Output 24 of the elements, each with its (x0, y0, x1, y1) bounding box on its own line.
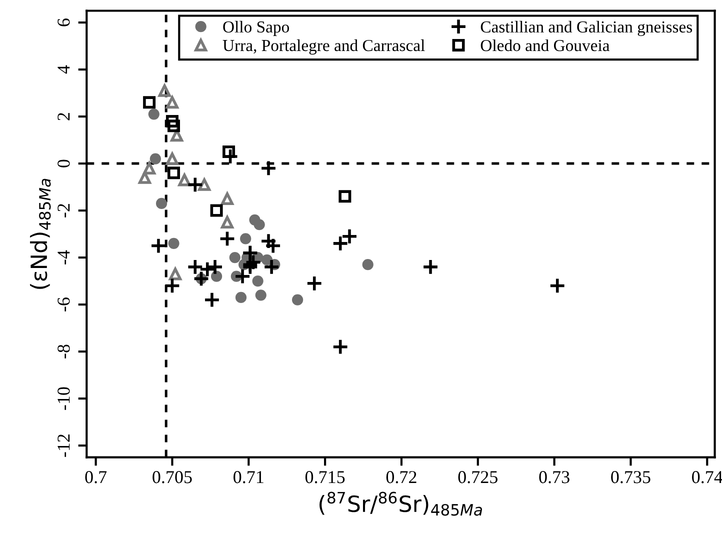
x-tick-label: 0.73 (539, 471, 570, 484)
legend-label: Castillian and Galician gneisses (480, 20, 692, 36)
y-axis-title: (εNd)$_{485Ma}$ (30, 178, 51, 289)
y-tick-label: -10 (58, 387, 70, 410)
x-tick-label: 0.7 (85, 471, 107, 484)
y-tick-label: 6 (58, 18, 70, 26)
y-tick-label: -12 (58, 434, 70, 457)
y-tick-label: -6 (58, 298, 70, 312)
x-tick-label: 0.71 (234, 471, 264, 484)
x-tick-label: 0.72 (386, 471, 416, 484)
x-tick-label: 0.735 (611, 471, 650, 484)
legend-label: Ollo Sapo (223, 20, 289, 36)
y-tick-label: 0 (58, 160, 70, 168)
y-tick-label: -4 (58, 250, 70, 264)
x-tick-label: 0.725 (458, 471, 498, 484)
legend-label: Oledo and Gouveia (480, 39, 610, 52)
x-axis-title: ($^{87}$Sr/$^{86}$Sr)$_{485Ma}$ (320, 492, 482, 516)
legend-label: Urra, Portalegre and Carrascal (222, 39, 425, 55)
x-tick-label: 0.715 (305, 471, 345, 484)
y-tick-label: 2 (58, 113, 70, 120)
y-tick-label: -8 (58, 344, 70, 358)
x-tick-label: 0.705 (152, 471, 192, 484)
y-tick-label: 4 (58, 65, 70, 74)
y-tick-label: -2 (58, 204, 70, 218)
